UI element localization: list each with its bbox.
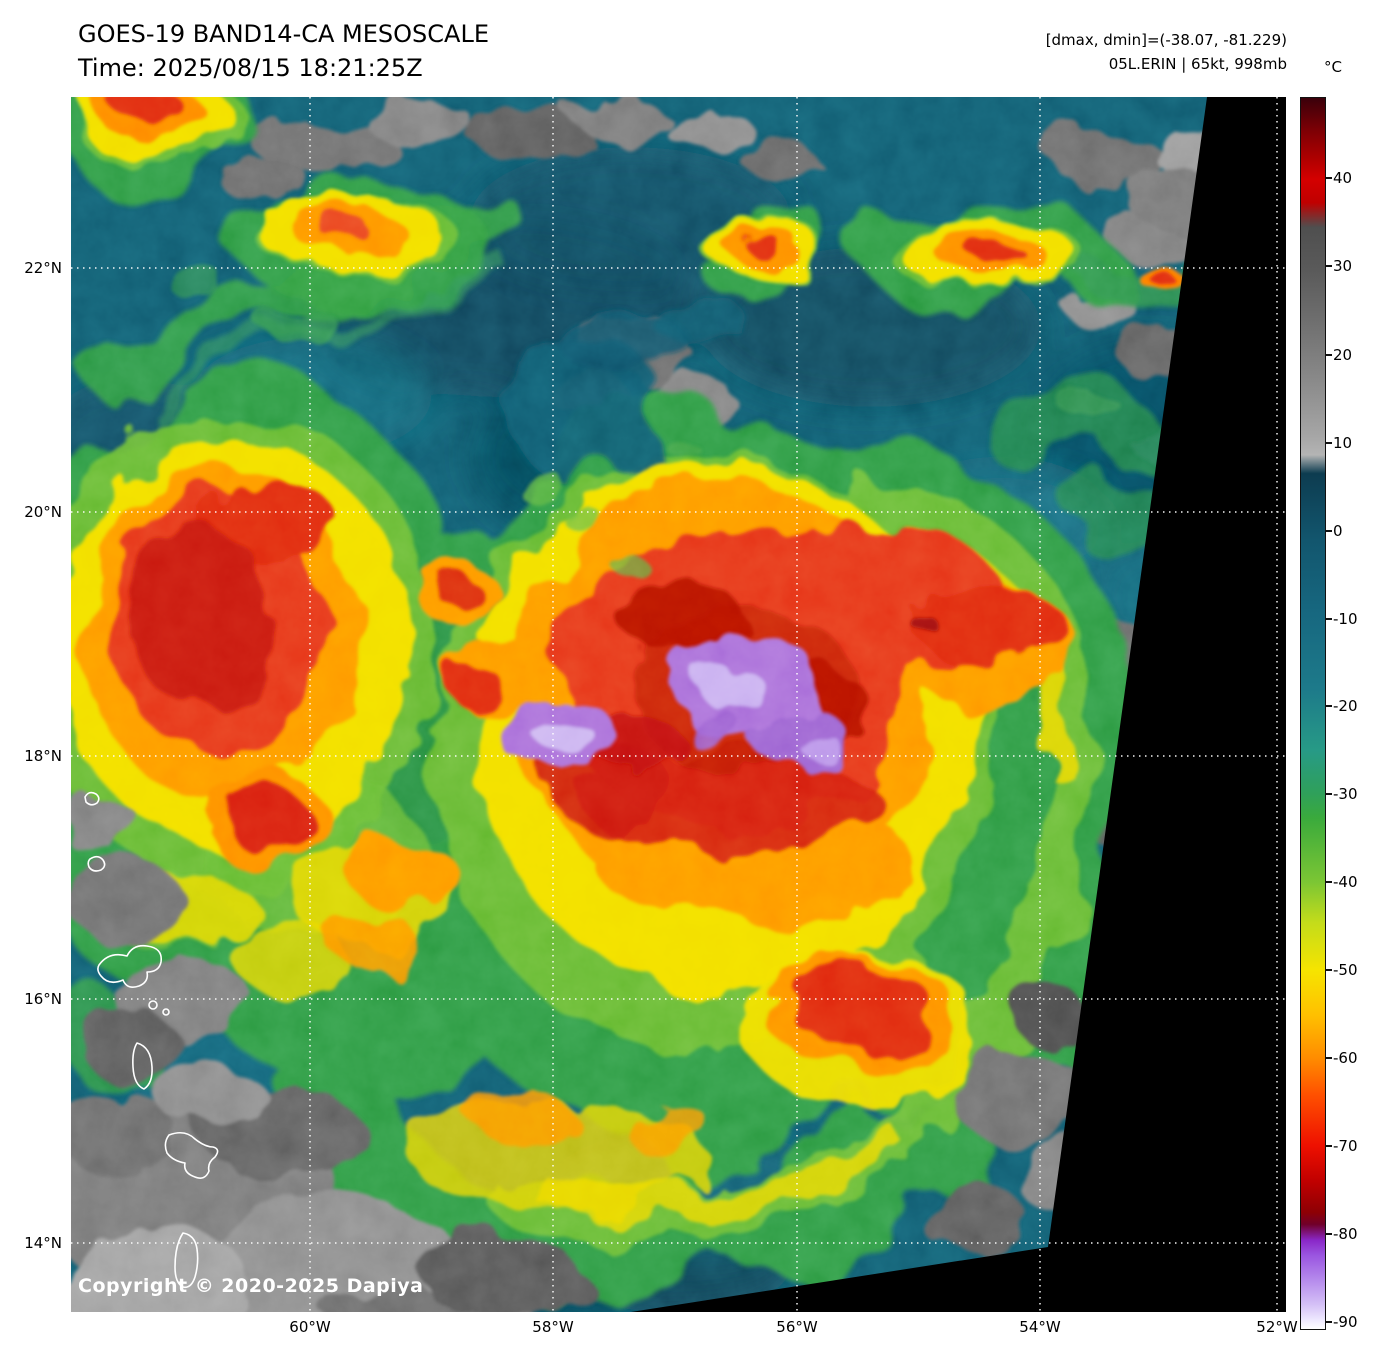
lat-label: 18°N	[24, 747, 62, 765]
coastline-dominica	[132, 1042, 153, 1090]
colorbar-tick-mark	[1326, 442, 1332, 444]
storm-stats-block: [dmax, dmin]=(-38.07, -81.229) 05L.ERIN …	[1046, 28, 1287, 76]
colorbar-tick-label: 10	[1333, 434, 1353, 452]
lon-label: 58°W	[532, 1318, 574, 1336]
lon-label: 54°W	[1019, 1318, 1061, 1336]
colorbar-tick-label: -70	[1333, 1137, 1358, 1155]
colorbar-tick-mark	[1326, 793, 1332, 795]
temperature-colorbar	[1300, 97, 1326, 1330]
colorbar-unit-label: °C	[1324, 58, 1342, 76]
coastline-les-saintes	[162, 1008, 170, 1016]
coastline-st-lucia	[174, 1232, 199, 1289]
colorbar-tick-label: 0	[1333, 522, 1343, 540]
colorbar-tick-mark	[1326, 618, 1332, 620]
lon-label: 60°W	[289, 1318, 331, 1336]
colorbar-tick-mark	[1326, 354, 1332, 356]
coastline-antigua	[84, 791, 100, 806]
coastline-martinique	[164, 1131, 219, 1179]
coastline-guadeloupe	[97, 944, 163, 988]
coastline-marie-galante	[148, 1000, 158, 1010]
colorbar-tick-mark	[1326, 1233, 1332, 1235]
satellite-ir-image	[71, 97, 1286, 1312]
colorbar-tick-label: 20	[1333, 346, 1353, 364]
no-data-region	[631, 97, 1286, 1312]
colorbar-tick-mark	[1326, 530, 1332, 532]
colorbar-tick-label: -60	[1333, 1049, 1358, 1067]
colorbar-tick-label: 30	[1333, 257, 1353, 275]
colorbar-tick-label: -40	[1333, 873, 1358, 891]
colorbar-tick-label: -80	[1333, 1225, 1358, 1243]
lat-label: 20°N	[24, 503, 62, 521]
product-title: GOES-19 BAND14-CA MESOSCALE	[78, 20, 489, 48]
coastline-montserrat	[87, 855, 106, 872]
dmax-dmin-readout: [dmax, dmin]=(-38.07, -81.229)	[1045, 31, 1287, 49]
colorbar-tick-mark	[1326, 1057, 1332, 1059]
colorbar-tick-mark	[1326, 705, 1332, 707]
copyright-watermark: Copyright © 2020-2025 Dapiya	[78, 1275, 424, 1297]
colorbar-tick-mark	[1326, 265, 1332, 267]
colorbar-tick-mark	[1326, 1145, 1332, 1147]
lat-label: 14°N	[24, 1234, 62, 1252]
graticule-gridlines	[71, 97, 1286, 1312]
lon-label: 52°W	[1256, 1318, 1298, 1336]
storm-id-readout: 05L.ERIN | 65kt, 998mb	[1108, 55, 1287, 73]
lon-label: 56°W	[776, 1318, 818, 1336]
colorbar-tick-label: -20	[1333, 697, 1358, 715]
colorbar-tick-mark	[1326, 881, 1332, 883]
colorbar-tick-label: 40	[1333, 169, 1353, 187]
lat-label: 16°N	[24, 990, 62, 1008]
lat-label: 22°N	[24, 259, 62, 277]
timestamp: Time: 2025/08/15 18:21:25Z	[78, 54, 423, 82]
colorbar-tick-label: -30	[1333, 785, 1358, 803]
colorbar-tick-mark	[1326, 177, 1332, 179]
colorbar-tick-mark	[1326, 1321, 1332, 1323]
colorbar-tick-label: -50	[1333, 961, 1358, 979]
satellite-image-panel: Copyright © 2020-2025 Dapiya	[71, 97, 1286, 1312]
colorbar-tick-mark	[1326, 969, 1332, 971]
colorbar-tick-label: -90	[1333, 1313, 1358, 1331]
colorbar-tick-label: -10	[1333, 610, 1358, 628]
coastlines	[84, 791, 219, 1289]
